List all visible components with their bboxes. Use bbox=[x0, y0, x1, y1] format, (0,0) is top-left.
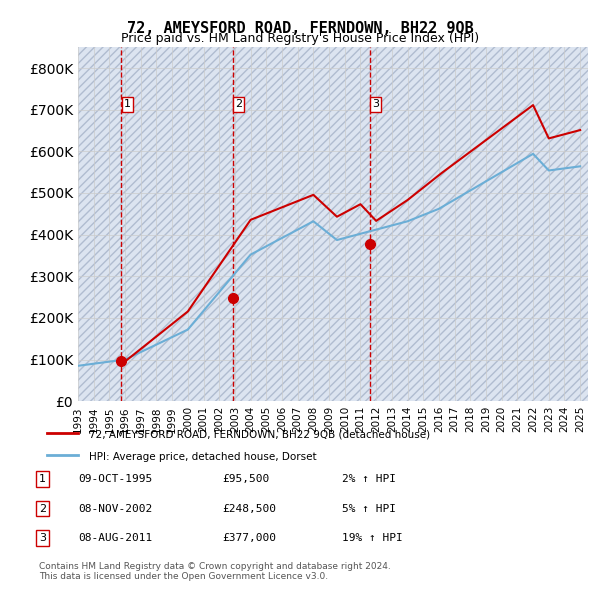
Text: £95,500: £95,500 bbox=[222, 474, 269, 484]
Text: Price paid vs. HM Land Registry's House Price Index (HPI): Price paid vs. HM Land Registry's House … bbox=[121, 32, 479, 45]
Text: 1: 1 bbox=[124, 99, 131, 109]
Text: 1: 1 bbox=[39, 474, 46, 484]
Text: 3: 3 bbox=[39, 533, 46, 543]
Text: 5% ↑ HPI: 5% ↑ HPI bbox=[342, 503, 396, 513]
Text: 09-OCT-1995: 09-OCT-1995 bbox=[78, 474, 152, 484]
Text: 19% ↑ HPI: 19% ↑ HPI bbox=[342, 533, 403, 543]
Text: £377,000: £377,000 bbox=[222, 533, 276, 543]
Text: 2: 2 bbox=[39, 503, 46, 513]
Text: 2% ↑ HPI: 2% ↑ HPI bbox=[342, 474, 396, 484]
Text: 3: 3 bbox=[372, 99, 379, 109]
Text: Contains HM Land Registry data © Crown copyright and database right 2024.
This d: Contains HM Land Registry data © Crown c… bbox=[39, 562, 391, 581]
Text: 72, AMEYSFORD ROAD, FERNDOWN, BH22 9QB: 72, AMEYSFORD ROAD, FERNDOWN, BH22 9QB bbox=[127, 21, 473, 35]
Text: 2: 2 bbox=[235, 99, 242, 109]
Text: £248,500: £248,500 bbox=[222, 503, 276, 513]
Text: HPI: Average price, detached house, Dorset: HPI: Average price, detached house, Dors… bbox=[89, 452, 316, 462]
Text: 08-NOV-2002: 08-NOV-2002 bbox=[78, 503, 152, 513]
Text: 08-AUG-2011: 08-AUG-2011 bbox=[78, 533, 152, 543]
Text: 72, AMEYSFORD ROAD, FERNDOWN, BH22 9QB (detached house): 72, AMEYSFORD ROAD, FERNDOWN, BH22 9QB (… bbox=[89, 430, 430, 440]
